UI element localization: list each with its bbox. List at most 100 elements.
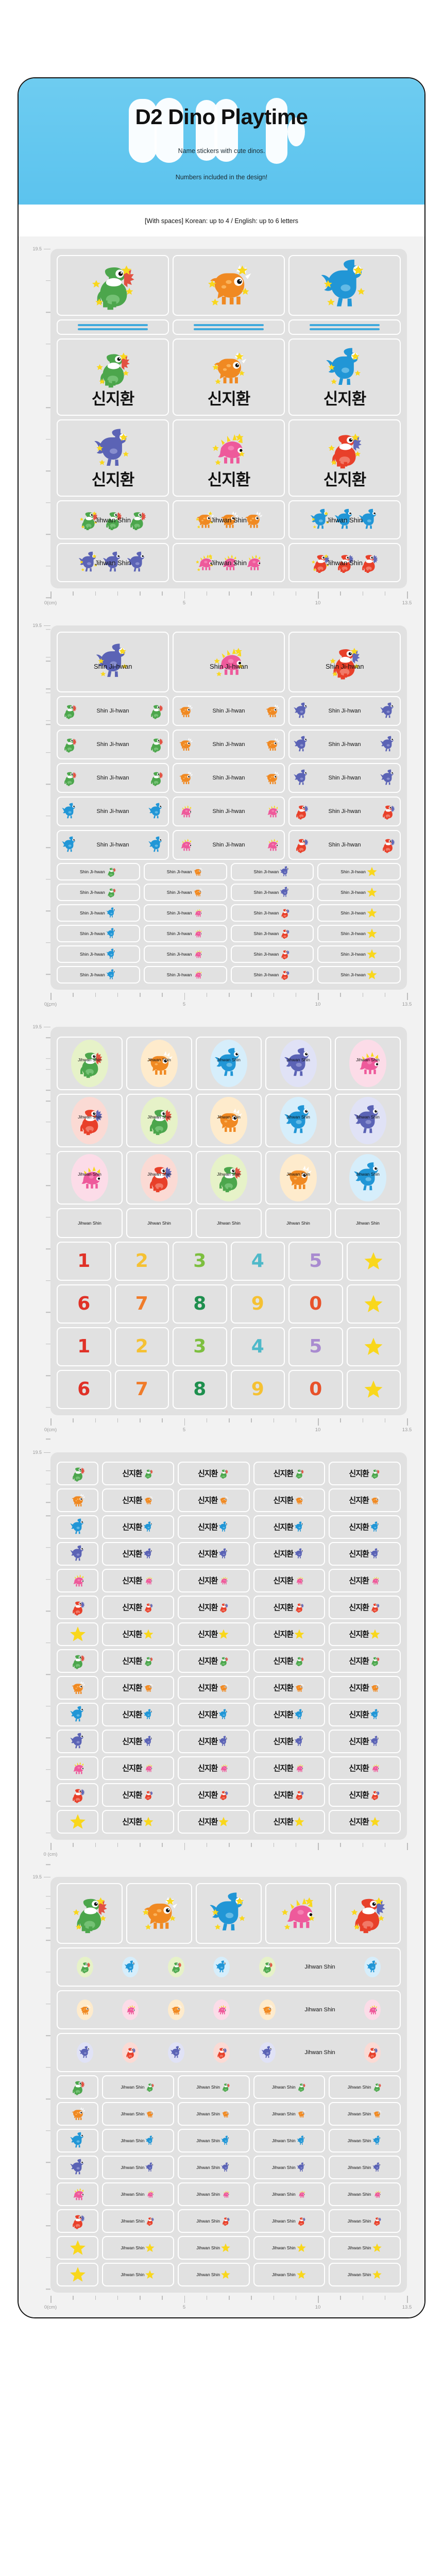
sticker-english-small[interactable]: Shin Ji-hwan <box>57 966 140 984</box>
sticker-english-small[interactable]: Shin Ji-hwan <box>143 945 227 963</box>
sticker-korean-label[interactable]: 신지환 <box>102 1783 174 1807</box>
sticker-dino-icon[interactable] <box>57 1756 99 1781</box>
sticker-english-small[interactable]: Shin Ji-hwan <box>143 966 227 984</box>
sticker-korean-label[interactable]: 신지환 <box>102 1703 174 1727</box>
sticker-number-tile[interactable]: 3 <box>173 1242 227 1281</box>
sticker-star[interactable] <box>346 1284 401 1324</box>
sticker-korean-label[interactable]: 신지환 <box>177 1649 250 1673</box>
sticker-number-tile[interactable]: 7 <box>114 1370 169 1410</box>
sticker-dino-icon[interactable] <box>57 1542 99 1566</box>
sticker-korean-label[interactable]: 신지환 <box>253 1515 326 1539</box>
sticker-number-tile[interactable]: 5 <box>288 1327 343 1367</box>
sticker-english-row[interactable]: Shin Ji-hwan <box>288 763 401 793</box>
sticker-oval[interactable]: Jihwan Shin <box>126 1151 192 1205</box>
sticker-oval[interactable]: Jihwan Shin <box>265 1094 331 1148</box>
sticker-korean-label[interactable]: 신지환 <box>253 1542 326 1566</box>
sticker-english-label[interactable]: Jihwan Shin <box>253 2209 326 2233</box>
sticker-english-label[interactable]: Jihwan Shin <box>177 2102 250 2126</box>
sticker-oval[interactable]: Jihwan Shin <box>196 1151 262 1205</box>
sticker-korean-label[interactable]: 신지환 <box>177 1622 250 1647</box>
sticker-oval[interactable]: Jihwan Shin <box>126 1037 192 1091</box>
sticker-dino-icon[interactable] <box>57 1676 99 1700</box>
sticker-english-small[interactable]: Shin Ji-hwan <box>143 925 227 943</box>
sticker-text-only[interactable]: Jihwan Shin <box>126 1208 192 1239</box>
sticker-korean-name[interactable]: 신지환 <box>288 338 401 416</box>
sticker-dino-large[interactable] <box>265 1883 331 1944</box>
sticker-korean-label[interactable]: 신지환 <box>253 1488 326 1513</box>
sticker-number-tile[interactable]: 4 <box>230 1242 285 1281</box>
sticker-korean-label[interactable]: 신지환 <box>329 1730 401 1754</box>
sticker-english-label[interactable]: Jihwan Shin <box>329 2075 401 2099</box>
sticker-number-tile[interactable]: 1 <box>57 1327 111 1367</box>
sticker-english-label[interactable]: Jihwan Shin <box>177 2156 250 2180</box>
sticker-korean-label[interactable]: 신지환 <box>177 1462 250 1486</box>
sticker-korean-label[interactable]: 신지환 <box>102 1622 174 1647</box>
sticker-english-label[interactable]: Jihwan Shin <box>253 2102 326 2126</box>
sticker-korean-label[interactable]: 신지환 <box>253 1810 326 1834</box>
sticker-korean-label[interactable]: 신지환 <box>102 1730 174 1754</box>
sticker-number-tile[interactable]: 2 <box>114 1242 169 1281</box>
sticker-korean-label[interactable]: 신지환 <box>329 1569 401 1593</box>
sticker-dino-large[interactable] <box>173 255 285 316</box>
sticker-english-label[interactable]: Jihwan Shin <box>177 2129 250 2153</box>
sticker-english-small[interactable]: Shin Ji-hwan <box>317 904 401 922</box>
sticker-korean-label[interactable]: 신지환 <box>253 1622 326 1647</box>
sticker-korean-label[interactable]: 신지환 <box>329 1703 401 1727</box>
sticker-korean-name[interactable]: 신지환 <box>57 419 169 497</box>
sticker-dino-icon[interactable] <box>57 2156 99 2180</box>
sticker-english-label[interactable]: Jihwan Shin <box>102 2075 174 2099</box>
sticker-dino-icon[interactable] <box>57 1730 99 1754</box>
sticker-english-row[interactable]: Shin Ji-hwan <box>57 830 169 860</box>
sticker-korean-label[interactable]: 신지환 <box>253 1569 326 1593</box>
sticker-korean-label[interactable]: 신지환 <box>102 1810 174 1834</box>
sticker-star[interactable] <box>346 1242 401 1281</box>
sticker-english-trio[interactable]: Jihwan Shin <box>57 543 169 583</box>
sticker-korean-label[interactable]: 신지환 <box>253 1730 326 1754</box>
sticker-english-label[interactable]: Jihwan Shin <box>329 2209 401 2233</box>
sticker-number-tile[interactable]: 8 <box>173 1370 227 1410</box>
sticker-english-small[interactable]: Shin Ji-hwan <box>230 904 314 922</box>
sticker-english-small[interactable]: Shin Ji-hwan <box>57 945 140 963</box>
sticker-korean-name[interactable]: 신지환 <box>57 338 169 416</box>
sticker-english-small[interactable]: Shin Ji-hwan <box>230 945 314 963</box>
sticker-english-label[interactable]: Jihwan Shin <box>329 2156 401 2180</box>
sticker-dino-large[interactable] <box>196 1883 262 1944</box>
sticker-english-label[interactable]: Jihwan Shin <box>253 2075 326 2099</box>
sticker-oval[interactable]: Jihwan Shin <box>196 1094 262 1148</box>
sticker-number-tile[interactable]: 4 <box>230 1327 285 1367</box>
sticker-english-label[interactable]: Jihwan Shin <box>102 2156 174 2180</box>
sticker-english-label[interactable]: Jihwan Shin <box>329 2129 401 2153</box>
sticker-star[interactable] <box>346 1370 401 1410</box>
sticker-english-trio[interactable]: Jihwan Shin <box>173 500 285 540</box>
sticker-dino-icon[interactable] <box>57 2209 99 2233</box>
sticker-english-row[interactable]: Shin Ji-hwan <box>173 763 285 793</box>
sticker-english-label[interactable]: Jihwan Shin <box>253 2236 326 2260</box>
sticker-english-trio[interactable]: Jihwan Shin <box>57 500 169 540</box>
sticker-english-label[interactable]: Jihwan Shin <box>253 2156 326 2180</box>
sticker-korean-label[interactable]: 신지환 <box>329 1488 401 1513</box>
sticker-oval[interactable]: Jihwan Shin <box>335 1094 401 1148</box>
sticker-english-row[interactable]: Shin Ji-hwan <box>173 696 285 726</box>
sticker-korean-label[interactable]: 신지환 <box>253 1462 326 1486</box>
sticker-line-bar[interactable] <box>288 319 401 335</box>
sticker-line-bar[interactable] <box>173 319 285 335</box>
sticker-korean-label[interactable]: 신지환 <box>102 1596 174 1620</box>
sticker-english-small[interactable]: Shin Ji-hwan <box>317 863 401 881</box>
sticker-korean-label[interactable]: 신지환 <box>329 1542 401 1566</box>
sticker-dino-icon[interactable] <box>57 1488 99 1513</box>
sticker-korean-label[interactable]: 신지환 <box>329 1676 401 1700</box>
sticker-number-tile[interactable]: 0 <box>288 1370 343 1410</box>
sticker-english-label[interactable]: Jihwan Shin <box>102 2209 174 2233</box>
sticker-korean-label[interactable]: 신지환 <box>329 1649 401 1673</box>
sticker-oval[interactable]: Jihwan Shin <box>57 1094 123 1148</box>
sticker-korean-label[interactable]: 신지환 <box>177 1730 250 1754</box>
sticker-korean-label[interactable]: 신지환 <box>253 1756 326 1781</box>
sticker-dino-large[interactable] <box>57 255 169 316</box>
sticker-dino-icon[interactable] <box>57 1569 99 1593</box>
sticker-english-small[interactable]: Shin Ji-hwan <box>57 884 140 902</box>
sticker-english-label[interactable]: Jihwan Shin <box>102 2102 174 2126</box>
sticker-dino-icon[interactable] <box>57 1649 99 1673</box>
sticker-english-large[interactable]: Shin Ji-hwan <box>57 632 169 693</box>
sticker-english-small[interactable]: Shin Ji-hwan <box>230 863 314 881</box>
sticker-english-small[interactable]: Shin Ji-hwan <box>143 884 227 902</box>
